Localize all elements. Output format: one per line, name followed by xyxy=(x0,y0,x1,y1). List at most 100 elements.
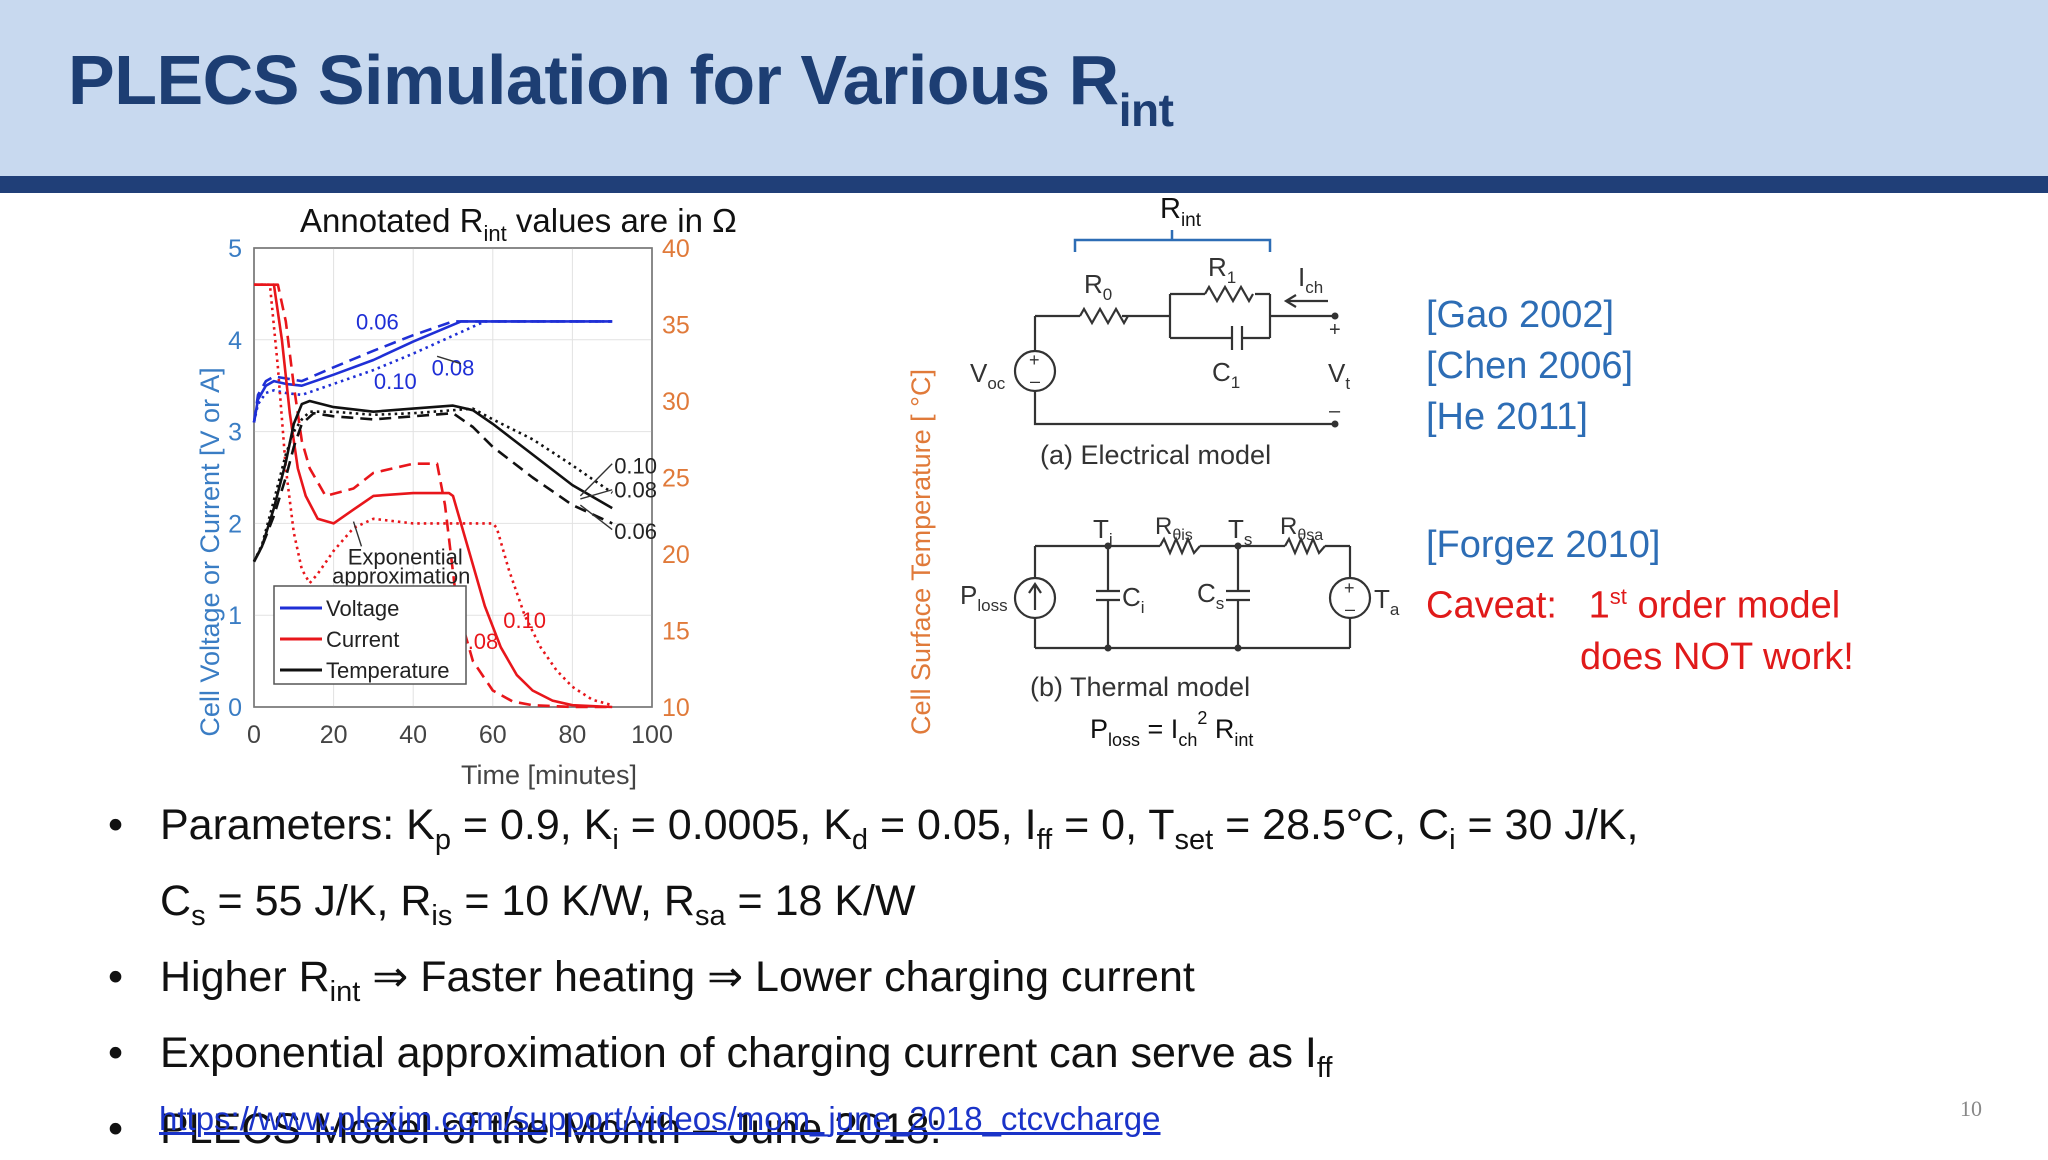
voltage-line-006 xyxy=(252,320,613,423)
svg-text:–: – xyxy=(1030,371,1040,391)
node-bottom-cs-dot xyxy=(1234,644,1242,652)
resistor-rthsa-zigzag xyxy=(1284,536,1326,556)
y-right-tick-label: 20 xyxy=(662,541,690,569)
y-left-tick-label: 2 xyxy=(228,510,242,538)
voc-label: Voc xyxy=(970,358,1006,393)
chart-annotation: Annotated Rint values are in Ω xyxy=(300,202,737,246)
plus-sign: + xyxy=(1329,319,1341,341)
bullet-exponential: Exponential approximation of charging cu… xyxy=(108,1023,1638,1099)
caveat-line-1: Caveat: 1st order model xyxy=(1426,584,1841,627)
voltage-leader-008 xyxy=(436,355,462,365)
y-right-tick-label: 35 xyxy=(662,312,690,340)
capacitor-cs xyxy=(1226,546,1250,648)
ich-arrow-icon xyxy=(1283,294,1328,308)
svg-text:+: + xyxy=(1344,578,1355,598)
temperature-label-010: 0.10 xyxy=(614,453,657,478)
cs-label: Cs xyxy=(1197,578,1224,613)
x-tick-label: 0 xyxy=(247,721,261,749)
electrical-caption: (a) Electrical model xyxy=(1040,440,1271,470)
y-right-tick-label: 25 xyxy=(662,465,690,493)
exponential-leader xyxy=(352,521,363,547)
resistor-r0-zigzag xyxy=(1079,306,1129,326)
temperature-leader-010 xyxy=(579,463,613,497)
current-line-010 xyxy=(254,283,613,707)
y-left-tick-label: 4 xyxy=(228,327,242,355)
x-tick-label: 60 xyxy=(479,721,507,749)
thermal-caption: (b) Thermal model xyxy=(1030,672,1250,702)
chart-annotations: 0.060.080.100.100.080.060.060.080.10Expo… xyxy=(332,309,657,675)
rint-label: Rint xyxy=(1160,193,1202,231)
minus-sign: – xyxy=(1329,400,1341,422)
y-right-tick-label: 15 xyxy=(662,618,690,646)
vt-label: Vt xyxy=(1328,358,1350,393)
svg-text:–: – xyxy=(1345,599,1355,619)
y-left-tick-label: 5 xyxy=(228,235,242,263)
capacitor-ci xyxy=(1096,546,1120,648)
current-label-010: 0.10 xyxy=(503,608,546,633)
voc-source-icon xyxy=(1013,349,1057,393)
electrical-model-diagram: Rint + – R0 R1 C1 Ich Voc Vt + – (a) Ele… xyxy=(970,193,1350,470)
bullet-model-of-month: PLECS Model of the Month – June 2018: xyxy=(108,1099,1638,1160)
node-ts-dot xyxy=(1234,542,1242,550)
terminal-minus-dot xyxy=(1331,420,1339,428)
wire-voc-bottom xyxy=(1033,391,1335,426)
y-left-tick-label: 0 xyxy=(228,694,242,722)
voltage-label-006: 0.06 xyxy=(356,309,399,334)
caveat-block: [Forgez 2010] Caveat: 1st order model do… xyxy=(1426,520,1854,683)
ich-label: Ich xyxy=(1298,262,1323,297)
exponential-label-line2: approximation xyxy=(332,564,470,589)
ti-label: Ti xyxy=(1093,514,1113,549)
node-ti-dot xyxy=(1104,542,1112,550)
temperature-label-006: 0.06 xyxy=(614,519,657,544)
ploss-label: Ploss xyxy=(960,580,1008,615)
node-bottom-ci-dot xyxy=(1104,644,1112,652)
voltage-label-010: 0.10 xyxy=(374,369,417,394)
terminal-plus-dot xyxy=(1331,312,1339,320)
legend-temperature-label: Temperature xyxy=(326,658,450,683)
temperature-leader-006 xyxy=(579,504,613,531)
x-tick-label: 100 xyxy=(631,721,673,749)
rint-brace xyxy=(1073,230,1272,252)
r0-label: R0 xyxy=(1084,269,1112,304)
ref-chen: [Chen 2006] xyxy=(1426,345,1634,387)
thermal-model-diagram: Ti Rθis Ts Rθsa + – Ploss Ci Cs Ta (b) T… xyxy=(960,513,1400,750)
title-subscript: int xyxy=(1118,84,1174,136)
plexim-video-link[interactable]: https://www.plexim.com/support/videos/mo… xyxy=(159,1100,1161,1137)
y-right-tick-label: 10 xyxy=(662,694,690,722)
references-block: [Gao 2002] [Chen 2006] [He 2011] xyxy=(1426,290,1633,443)
page-number: 10 xyxy=(1960,1096,1982,1121)
legend-current-label: Current xyxy=(326,627,399,652)
temperature-line-008 xyxy=(252,399,613,563)
y-axis-left-label: Cell Voltage or Current [V or A] xyxy=(195,367,225,736)
chart-lines xyxy=(252,283,613,709)
temperature-label-008: 0.08 xyxy=(614,478,657,503)
ploss-arrow-icon xyxy=(1028,582,1042,610)
ta-source-icon xyxy=(1328,576,1372,620)
slide-title: PLECS Simulation for Various Rint xyxy=(68,41,1174,136)
rthsa-label: Rθsa xyxy=(1280,513,1323,544)
y-right-tick-label: 30 xyxy=(662,388,690,416)
bullet-parameters: Parameters: Kp = 0.9, Ki = 0.0005, Kd = … xyxy=(108,795,1638,871)
r1-label: R1 xyxy=(1208,252,1236,287)
ploss-equation: Ploss = Ich2 Rint xyxy=(1090,708,1253,750)
exponential-label-line1: Exponential xyxy=(348,544,463,569)
ci-label: Ci xyxy=(1122,582,1145,617)
x-tick-label: 20 xyxy=(320,721,348,749)
voltage-label-008: 0.08 xyxy=(432,355,475,380)
bullet-list: Parameters: Kp = 0.9, Ki = 0.0005, Kd = … xyxy=(108,795,1638,1160)
title-banner xyxy=(0,0,2048,176)
x-tick-label: 80 xyxy=(558,721,586,749)
x-axis-label: Time [minutes] xyxy=(461,760,637,790)
r1-c1-parallel xyxy=(1168,292,1272,340)
chart-legend: Voltage Current Temperature xyxy=(273,585,467,685)
simulation-chart: Annotated Rint values are in Ω 0 20 40 60 80… xyxy=(195,202,936,790)
plot-frame xyxy=(253,247,653,708)
bullet-higher-rint: Higher Rint ⇒ Faster heating ⇒ Lower cha… xyxy=(108,947,1638,1023)
title-divider xyxy=(0,176,2048,193)
capacitor-c1 xyxy=(1230,326,1244,350)
chart-ticks: 0 20 40 60 80 100 0 1 2 3 4 5 10 15 20 25 30 35 40 xyxy=(228,235,690,749)
resistor-rthis-zigzag xyxy=(1159,536,1201,556)
c1-label: C1 xyxy=(1212,357,1240,392)
y-axis-right-label: Cell Surface Temperature [ °C] xyxy=(906,369,936,735)
ta-label: Ta xyxy=(1374,584,1400,619)
